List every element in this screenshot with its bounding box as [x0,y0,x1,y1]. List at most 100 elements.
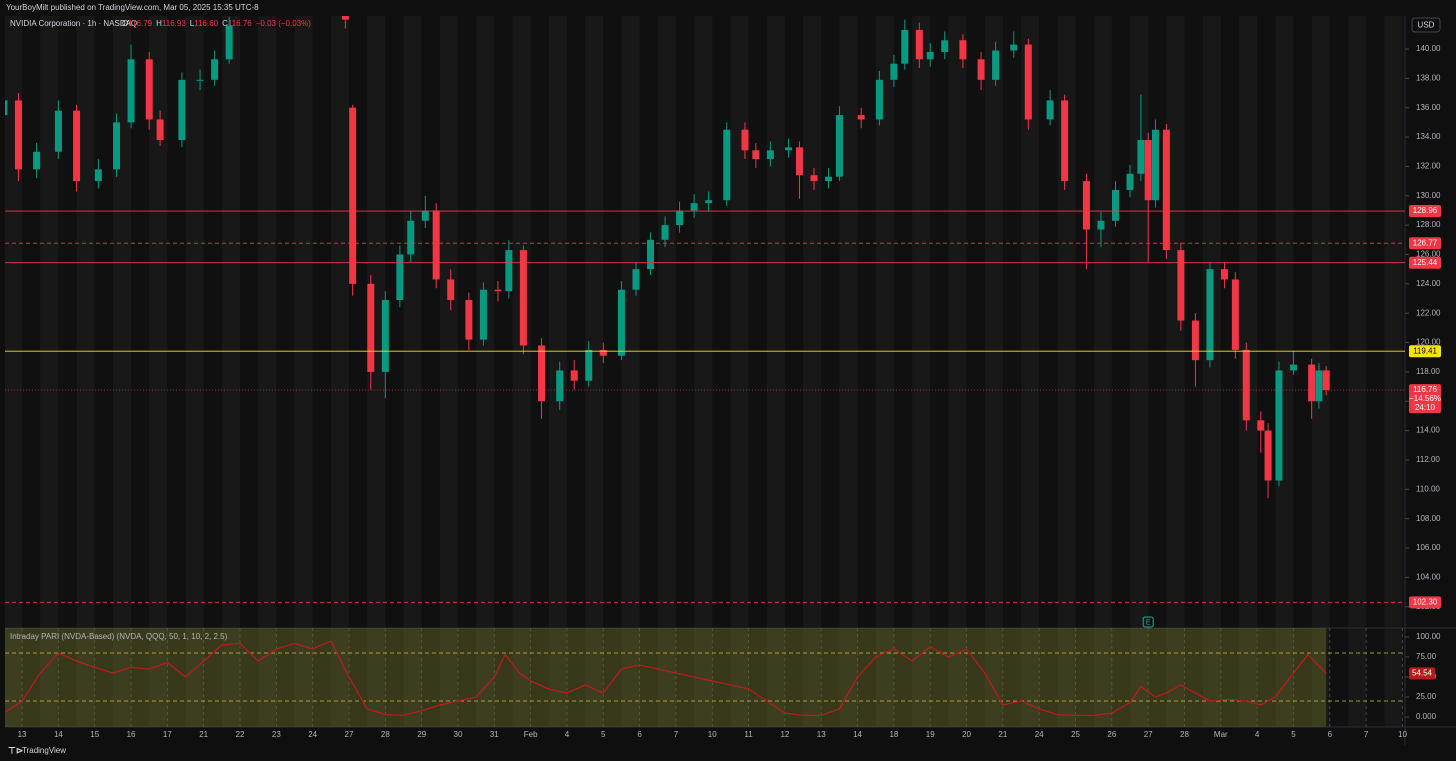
x-tick-label: 7 [674,730,679,739]
level-label: 102.30 [1413,597,1438,606]
x-tick-label: 28 [1180,730,1189,739]
candle-body [1151,129,1159,201]
candle-body [752,150,760,160]
candle-body [1257,420,1265,431]
candle-body [1231,279,1239,350]
x-tick-label: 10 [708,730,717,739]
y-tick-label: 118.00 [1416,367,1440,376]
y-tick-label: 122.00 [1416,308,1441,317]
candle-body [705,200,713,204]
candle-body [196,79,204,81]
candle-body [1206,269,1214,361]
y-tick-label: 104.00 [1416,572,1441,581]
x-tick-label: Feb [524,730,538,739]
x-tick-label: 13 [18,730,27,739]
x-tick-label: 31 [490,730,499,739]
candle-body [421,210,429,221]
candle-body [479,289,487,340]
ohlc-legend: O116.79 H116.93 L116.60 C116.76 −0.03 (−0.03… [122,19,311,28]
x-tick-label: 6 [1328,730,1333,739]
candle-body [1024,44,1032,120]
brand-mark: ⊤⊳ [8,745,23,755]
candle-body [447,279,455,300]
x-tick-label: 10 [1398,730,1407,739]
indicator-line [5,640,1327,717]
x-tick-label: 24 [308,730,317,739]
ohlc-key: H [156,19,162,28]
candle-body [1308,364,1316,402]
candle-body [465,299,473,340]
x-tick-label: 5 [1291,730,1296,739]
attribution: YourBoyMilt published on TradingView.com… [6,3,259,12]
candle-body [1162,129,1170,251]
candle-body [381,299,389,372]
candle-body [992,50,1000,80]
x-tick-label: 11 [744,730,753,739]
candle-body [211,59,219,80]
candle-body [367,283,375,372]
candle-body [810,175,818,182]
ohlc-key: L [190,19,195,28]
candle-body [1061,100,1069,182]
candle-body [647,239,655,270]
candle-body [785,147,793,151]
candle-body [494,289,502,292]
last-price: 116.76 [1413,385,1437,394]
candle-body [73,110,81,182]
x-tick-label: 29 [417,730,426,739]
candle-body [825,176,833,182]
candle-body [225,25,233,60]
candle-body [1082,181,1090,230]
candle-body [915,29,923,60]
currency[interactable]: USD [1418,21,1435,30]
candle-body [890,63,898,80]
level-label: 126.77 [1413,238,1438,247]
y-tick-label: 138.00 [1416,73,1441,82]
x-tick-label: 27 [1144,730,1153,739]
candle-body [901,29,909,64]
x-tick-label: 7 [1364,730,1369,739]
x-tick-label: 14 [853,730,862,739]
currency-button[interactable] [1411,17,1441,33]
level-label-box [1409,256,1441,269]
candle-body [690,203,698,211]
last-price-box [1409,384,1441,414]
candle-body [54,110,62,152]
y-tick-label: 140.00 [1416,44,1441,53]
y2-tick-label: 0.000 [1416,712,1437,721]
x-tick-label: 12 [780,730,789,739]
indicator-pane [5,628,1405,727]
candle-body [795,147,803,176]
ohlc-value: 116.76 [228,19,252,28]
x-tick-label: 4 [1255,730,1260,739]
y-tick-label: 120.00 [1416,338,1441,347]
candle-body [926,51,934,60]
brand: TradingView [22,746,66,755]
x-tick-label: 25 [1071,730,1080,739]
candle-body [519,250,527,346]
y-tick-label: 134.00 [1416,132,1441,141]
ohlc-values: O116.79 H116.93 L116.60 C116.76 −0.03 (−0.03… [122,19,311,28]
y-tick-label: 128.00 [1416,220,1441,229]
candle-body [1144,140,1152,201]
candle-body [505,250,513,292]
candle-body [617,289,625,356]
level-label: 125.44 [1413,258,1438,267]
candle-body [127,59,135,123]
symbol-title: NVIDIA Corporation · 1h · NASDAQ [10,19,137,28]
x-tick-label: 30 [454,730,463,739]
price-pane [5,16,1405,603]
indicator-value-label: 54.54 [1412,668,1433,677]
earnings-marker [1142,616,1154,628]
y-tick-label: 126.00 [1416,250,1441,259]
x-tick-label: 17 [163,730,172,739]
candle-body [145,59,153,120]
y-tick-label: 136.00 [1416,103,1441,112]
candle-body [1137,140,1145,174]
level-label-box [1409,205,1441,218]
x-tick-label: 19 [926,730,935,739]
candle-body [33,151,41,170]
ohlc-value: 116.93 [162,19,186,28]
candle-body [585,349,593,381]
x-tick-label: 21 [998,730,1007,739]
